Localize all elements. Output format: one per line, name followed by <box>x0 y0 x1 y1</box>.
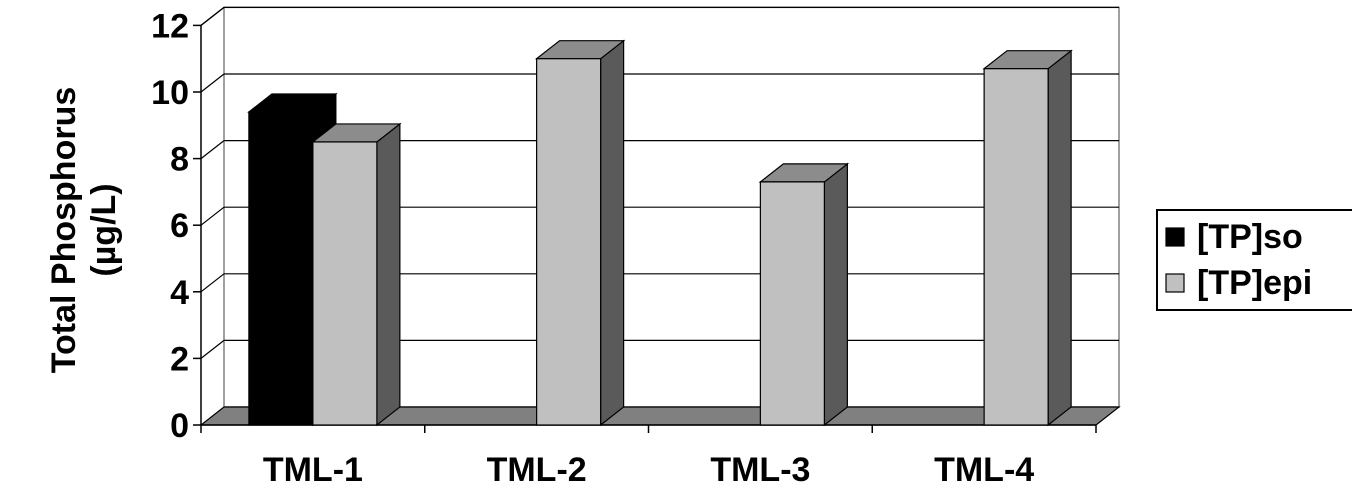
y-axis-title-line-2: (µg/L) <box>85 183 123 276</box>
bar-side-2 <box>376 122 401 427</box>
bar-2 <box>312 141 378 426</box>
y-tick-label: 6 <box>170 207 189 245</box>
y-tick-label: 4 <box>170 274 189 312</box>
bar-2 <box>983 68 1049 426</box>
x-tick-label: TML-1 <box>263 451 363 489</box>
gridline-side <box>200 206 225 226</box>
bar-2 <box>759 181 825 426</box>
y-tick-label: 8 <box>170 141 189 179</box>
bar-side-2 <box>823 162 848 427</box>
gridline-side <box>200 140 225 160</box>
y-axis-title: Total Phosphorus (µg/L) <box>45 87 123 373</box>
y-tick-label: 2 <box>170 340 189 378</box>
x-tick-label: TML-2 <box>487 451 587 489</box>
gridline-side <box>200 339 225 359</box>
x-tick-label: TML-3 <box>710 451 810 489</box>
bar-2 <box>536 58 602 426</box>
legend-swatch <box>1165 227 1185 247</box>
y-tick-label: 0 <box>170 407 189 445</box>
legend-swatch <box>1165 273 1185 293</box>
bar-side-2 <box>1047 49 1072 427</box>
legend-label: [TP]epi <box>1197 264 1312 302</box>
legend-label: [TP]so <box>1197 218 1303 256</box>
plot-area: 0 2 4 6 8 10 12 TML-1 TML-2 TML-3 TML-4 <box>151 6 1121 489</box>
legend: [TP]so [TP]epi <box>1156 209 1352 311</box>
x-tick-label: TML-4 <box>934 451 1034 489</box>
bar-1 <box>248 111 314 426</box>
y-tick-label: 10 <box>151 74 189 112</box>
side-wall-top-edge <box>200 6 225 26</box>
legend-box <box>1156 209 1352 311</box>
bar-side-2 <box>600 39 625 427</box>
gridline-side <box>200 273 225 293</box>
y-tick-label: 12 <box>151 7 189 45</box>
gridline-side <box>200 73 225 93</box>
y-axis-title-line-1: Total Phosphorus <box>45 87 83 373</box>
